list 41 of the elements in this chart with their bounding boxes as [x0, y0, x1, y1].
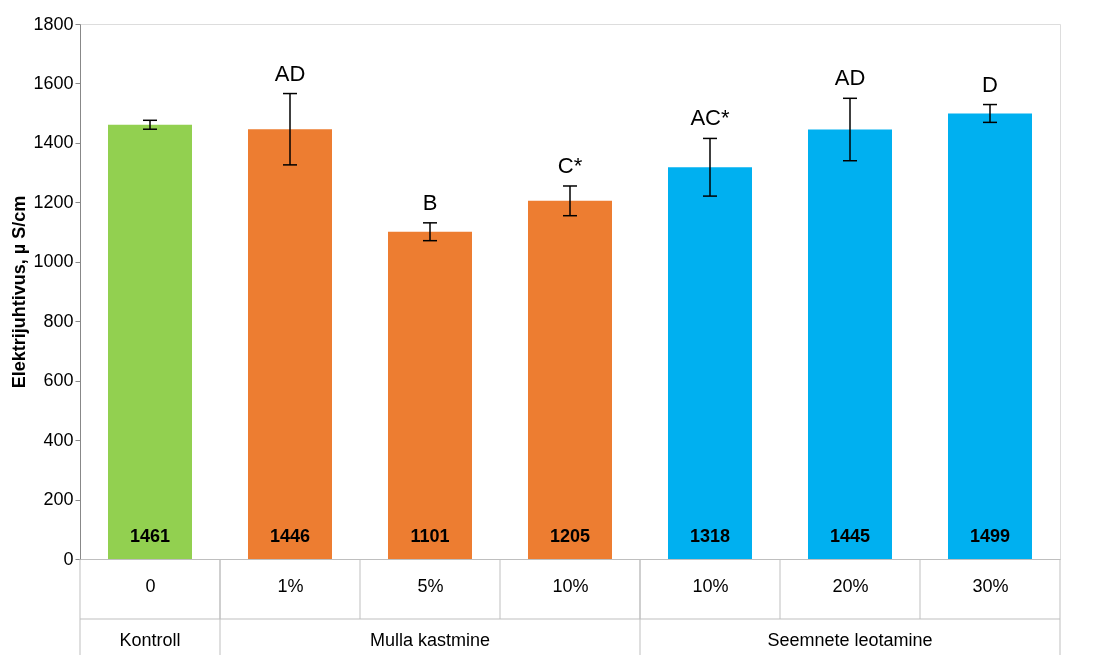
y-tick-label: 800 [43, 310, 74, 331]
text: Kontroll [119, 630, 181, 650]
annotation: D [982, 71, 998, 97]
y-tick-label: 400 [43, 429, 74, 450]
data-label: 1446 [269, 526, 311, 546]
bar [108, 124, 192, 559]
y-tick-label: 1000 [33, 251, 74, 272]
data-label: 1499 [969, 526, 1011, 546]
y-tick-label: 1400 [33, 132, 74, 153]
data-label: 1318 [689, 526, 731, 546]
x-tick-label: 30% [972, 575, 1009, 596]
y-axis-title: Elektrijuhtivus, µ S/cm [9, 195, 30, 389]
x-tick-label: 10% [552, 575, 589, 596]
bar [248, 129, 332, 559]
annotation: AC* [690, 105, 730, 131]
bar [808, 129, 892, 559]
annotation: B [422, 189, 438, 215]
bar [668, 167, 752, 559]
text: Seemnete leotamine [767, 630, 933, 650]
x-tick-label: 5% [417, 575, 444, 596]
x-tick-label: 20% [832, 575, 869, 596]
x-tick-label: 1% [277, 575, 304, 596]
text: Mulla kastmine [369, 630, 491, 650]
bar [948, 113, 1032, 559]
annotation: C* [557, 152, 583, 178]
y-tick-label: 1800 [33, 13, 74, 34]
y-tick-label: 600 [43, 370, 74, 391]
y-tick-label: 200 [43, 489, 74, 510]
bar [388, 231, 472, 559]
x-tick-label: 10% [692, 575, 729, 596]
y-tick-label: 0 [63, 548, 74, 569]
annotation: AD [834, 65, 866, 91]
y-tick-label: 1600 [33, 72, 74, 93]
annotation: AD [274, 60, 306, 86]
bar [528, 200, 612, 559]
data-label: 1461 [129, 526, 171, 546]
data-label: 1205 [549, 526, 591, 546]
data-label: 1445 [829, 526, 871, 546]
data-label: 1101 [410, 526, 450, 546]
y-tick-label: 1200 [33, 191, 74, 212]
x-tick-label: 0 [145, 575, 156, 596]
